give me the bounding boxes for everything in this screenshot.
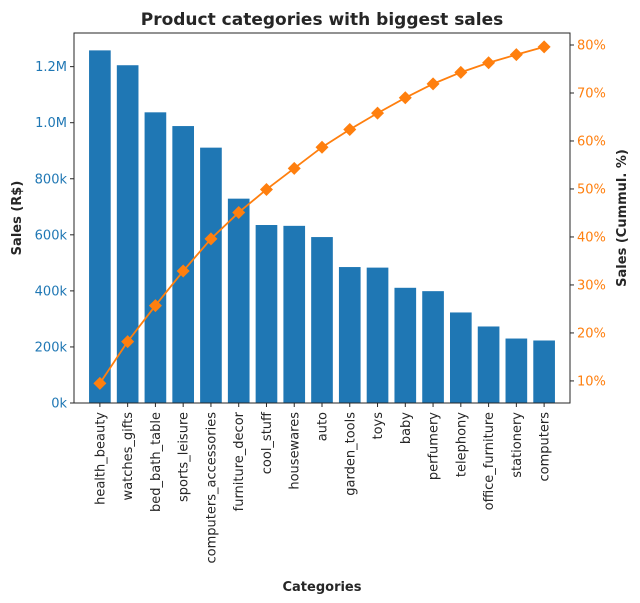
chart-title: Product categories with biggest sales [141, 10, 504, 30]
bar-cool_stuff [255, 225, 278, 403]
cumulative-point-health_beauty [93, 376, 107, 390]
bar-auto [311, 237, 333, 403]
cumulative-point-sports_leisure [176, 264, 190, 278]
bar-furniture_decor [227, 198, 250, 403]
y2-axis-label: Sales (Cummul. %) [615, 149, 630, 287]
left-tick-label: 400k [35, 284, 68, 299]
plot-frame [73, 32, 571, 404]
x-tick-label: telephony [454, 412, 469, 477]
right-tick-label: 70% [577, 86, 606, 101]
x-tick-label: computers_accessories [204, 412, 219, 564]
right-tick-label: 20% [577, 326, 606, 341]
x-axis-label: Categories [282, 580, 361, 595]
right-tick-label: 80% [577, 38, 606, 53]
bar-toys [366, 267, 389, 403]
cumulative-point-housewares [287, 161, 301, 175]
x-tick-label: toys [371, 412, 386, 440]
cumulative-point-auto [315, 140, 329, 154]
x-tick-label: stationery [510, 412, 525, 478]
cumulative-point-perfumery [426, 77, 440, 91]
x-tick-label: office_furniture [482, 412, 497, 510]
x-tick-label: health_beauty [93, 412, 108, 505]
bar-garden_tools [338, 267, 361, 403]
bar-stationery [505, 338, 528, 403]
cumulative-point-toys [371, 106, 385, 120]
cumulative-point-watches_gifts [121, 335, 135, 349]
bar-housewares [283, 225, 306, 403]
bar-perfumery [422, 291, 444, 403]
bar-office_furniture [477, 326, 500, 403]
cumulative-point-garden_tools [343, 122, 357, 136]
cumulative-point-bed_bath_table [148, 299, 162, 313]
bar-computers [533, 340, 555, 403]
cumulative-point-cool_stuff [259, 182, 273, 196]
cumulative-point-baby [398, 91, 412, 105]
cumulative-line-series [93, 40, 551, 390]
x-tick-label: housewares [288, 412, 303, 490]
x-tick-label: garden_tools [343, 412, 358, 496]
cumulative-point-stationery [509, 48, 523, 62]
left-tick-label: 600k [35, 228, 68, 243]
left-tick-label: 1.0M [35, 116, 67, 131]
right-tick-label: 50% [577, 182, 606, 197]
x-tick-label: cool_stuff [260, 411, 275, 474]
cumulative-point-telephony [454, 65, 468, 79]
x-tick-label: watches_gifts [121, 412, 136, 501]
right-tick-label: 10% [577, 374, 606, 389]
bar-watches_gifts [116, 65, 139, 403]
left-tick-label: 800k [35, 172, 68, 187]
bar-computers_accessories [200, 147, 222, 403]
left-tick-label: 1.2M [35, 60, 67, 75]
cumulative-point-computers [537, 40, 551, 54]
bar-health_beauty [89, 50, 111, 404]
right-tick-label: 40% [577, 230, 606, 245]
x-tick-label: perfumery [427, 412, 442, 480]
bar-series [89, 50, 555, 404]
x-axis: health_beauty watches_gifts bed_bath_table… [93, 403, 553, 564]
x-tick-label: computers [538, 412, 553, 482]
cumulative-point-furniture_decor [232, 205, 246, 219]
left-tick-label: 200k [35, 340, 68, 355]
right-tick-label: 30% [577, 278, 606, 293]
cumulative-point-office_furniture [482, 56, 496, 70]
x-tick-label: bed_bath_table [149, 412, 164, 512]
bar-baby [394, 287, 417, 403]
right-tick-label: 60% [577, 134, 606, 149]
cumulative-point-computers_accessories [204, 232, 218, 246]
left-tick-label: 0k [51, 397, 67, 412]
x-tick-label: auto [316, 412, 331, 441]
bar-telephony [449, 312, 472, 403]
y-axis-label: Sales (R$) [10, 181, 25, 256]
bar-bed_bath_table [144, 112, 167, 404]
x-tick-label: baby [399, 412, 414, 444]
right-y-axis: 10% 20% 30% 40% 50% 60% 70% 80% [570, 38, 606, 389]
x-tick-label: furniture_decor [232, 411, 247, 511]
x-tick-label: sports_leisure [177, 412, 192, 502]
left-y-axis: 0k 200k 400k 600k 800k 1.0M 1.2M [35, 60, 74, 412]
